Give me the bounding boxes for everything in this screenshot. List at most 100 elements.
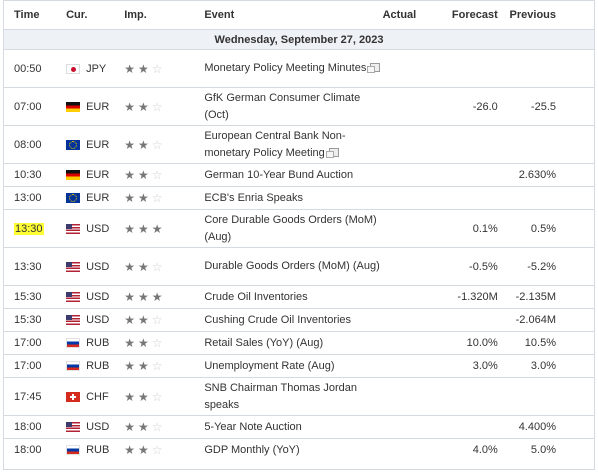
event-time: 08:00 (14, 138, 42, 151)
header-previous[interactable]: Previous (497, 1, 594, 30)
currency-code: USD (86, 291, 110, 303)
event-name[interactable]: 5-Year Note Auction (204, 420, 302, 433)
header-event[interactable]: Event (204, 1, 383, 30)
event-name[interactable]: European Central Bank Non-monetary Polic… (204, 129, 346, 159)
event-name[interactable]: ECB's Enria Speaks (204, 191, 304, 204)
event-row[interactable]: 13:30 USD ★★★ Core Durable Goods Orders (Mo… (4, 209, 594, 248)
importance-cell: ★★☆ (124, 415, 205, 439)
russia-flag-icon (66, 445, 81, 456)
event-time-cell: 17:00 (4, 331, 67, 355)
event-name[interactable]: German 10-Year Bund Auction (204, 168, 354, 181)
previous-value (497, 377, 594, 416)
forecast-value: -0.5% (427, 247, 498, 286)
event-name[interactable]: Durable Goods Orders (MoM) (Aug) (204, 260, 380, 272)
importance-stars: ★★☆ (124, 260, 165, 274)
importance-stars: ★★☆ (124, 191, 165, 205)
importance-stars: ★★☆ (124, 420, 165, 434)
previous-value: 3.0% (497, 354, 594, 378)
currency-cell: USD (66, 415, 125, 439)
event-name[interactable]: Cushing Crude Oil Inventories (204, 313, 352, 326)
event-time: 07:00 (14, 100, 42, 113)
event-time: 17:00 (14, 337, 42, 349)
forecast-value (427, 415, 498, 439)
event-cell: Retail Sales (YoY) (Aug) (204, 331, 383, 355)
event-name[interactable]: Monetary Policy Meeting Minutes (204, 62, 367, 74)
star-filled-icon: ★ (137, 389, 152, 404)
event-time: 13:30 (14, 222, 44, 235)
importance-cell: ★★☆ (124, 247, 205, 286)
header-forecast[interactable]: Forecast (427, 1, 498, 30)
importance-stars: ★★☆ (124, 62, 165, 76)
event-row[interactable]: 08:00 EUR ★★☆ European Central Bank Non-mon… (4, 125, 594, 164)
eu-flag-icon (66, 139, 81, 150)
event-time-cell: 17:00 (4, 354, 67, 378)
event-cell: German 10-Year Bund Auction (204, 163, 383, 187)
header-currency[interactable]: Cur. (66, 1, 125, 30)
star-filled-icon: ★ (124, 191, 138, 205)
event-name[interactable]: GDP Monthly (YoY) (204, 443, 300, 456)
currency-wrap: JPY (66, 63, 124, 75)
forecast-value (427, 163, 498, 187)
importance-stars: ★★☆ (124, 313, 165, 327)
event-time: 13:00 (14, 192, 42, 204)
currency-cell: RUB (66, 331, 125, 355)
eu-flag-icon (66, 193, 81, 203)
event-row[interactable]: 13:30 USD ★★☆ Durable Goods Orders (MoM) (A… (4, 247, 594, 286)
header-actual[interactable]: Actual (382, 1, 428, 30)
event-time-cell: 18:00 (4, 438, 67, 462)
event-row[interactable]: 07:00 EUR ★★☆ GfK German Consumer Climate (… (4, 87, 594, 126)
event-name[interactable]: Retail Sales (YoY) (Aug) (204, 336, 324, 349)
star-empty-icon: ☆ (151, 389, 166, 404)
event-row[interactable]: 17:00 RUB ★★☆ Unemployment Rate (Aug) 3.0% 3.… (4, 354, 594, 378)
document-icon[interactable] (367, 63, 381, 73)
event-row[interactable]: 18:00 RUB ★★☆ GDP Monthly (YoY) 4.0% 5.0% (4, 438, 594, 462)
currency-code: JPY (86, 62, 107, 75)
header-importance[interactable]: Imp. (124, 1, 205, 30)
forecast-value: 3.0% (427, 354, 498, 378)
event-cell: ECB's Enria Speaks (204, 186, 383, 210)
event-row[interactable]: 17:00 RUB ★★☆ Retail Sales (YoY) (Aug) 10.0%… (4, 331, 594, 355)
event-time: 15:30 (14, 314, 42, 326)
header-time[interactable]: Time (4, 1, 67, 30)
event-name[interactable]: GfK German Consumer Climate (Oct) (204, 91, 361, 121)
importance-cell: ★★☆ (124, 377, 205, 416)
currency-code: CHF (86, 390, 109, 403)
currency-code: RUB (86, 360, 110, 372)
event-row[interactable]: 00:50 JPY ★★☆ Monetary Policy Meeting Minut… (4, 49, 594, 88)
event-row[interactable]: 15:30 USD ★★☆ Cushing Crude Oil Inventories… (4, 308, 594, 332)
star-empty-icon: ☆ (151, 99, 166, 114)
event-cell: Cushing Crude Oil Inventories (204, 308, 383, 332)
actual-value (382, 331, 428, 355)
star-filled-icon: ★ (124, 137, 138, 152)
event-row[interactable]: 13:00 EUR ★★☆ ECB's Enria Speaks (4, 186, 594, 210)
importance-cell: ★★☆ (124, 87, 205, 126)
event-row[interactable]: 15:30 USD ★★★ Crude Oil Inventories -1.320M -… (4, 285, 594, 309)
star-filled-icon: ★ (137, 221, 152, 236)
event-name[interactable]: SNB Chairman Thomas Jordan speaks (204, 381, 357, 411)
star-filled-icon: ★ (124, 61, 138, 76)
event-name[interactable]: Unemployment Rate (Aug) (204, 359, 335, 372)
germany-flag-icon (66, 101, 81, 112)
currency-wrap: USD (66, 291, 124, 303)
currency-wrap: EUR (66, 139, 124, 151)
event-time-cell: 07:00 (4, 87, 67, 126)
forecast-value (427, 308, 498, 332)
document-icon[interactable] (325, 147, 339, 158)
actual-value (382, 247, 428, 286)
event-row[interactable]: 17:45 CHF ★★☆ SNB Chairman Thomas Jordan sp… (4, 377, 594, 416)
event-name[interactable]: Crude Oil Inventories (204, 290, 308, 303)
currency-wrap: USD (66, 261, 124, 273)
event-time: 15:30 (14, 291, 42, 303)
event-row[interactable]: 10:30 EUR ★★☆ German 10-Year Bund Auction 2.… (4, 163, 594, 187)
us-flag-icon (66, 223, 81, 234)
event-row[interactable]: 18:00 USD ★★☆ 5-Year Note Auction 4.400% (4, 415, 594, 439)
star-filled-icon: ★ (124, 359, 138, 373)
event-time-cell: 15:30 (4, 285, 67, 309)
event-cell: GfK German Consumer Climate (Oct) (204, 87, 383, 126)
currency-cell: USD (66, 308, 125, 332)
star-filled-icon: ★ (124, 99, 138, 114)
importance-stars: ★★☆ (124, 359, 165, 373)
event-name[interactable]: Core Durable Goods Orders (MoM) (Aug) (204, 213, 377, 243)
currency-cell: USD (66, 209, 125, 248)
economic-calendar: Time Cur. Imp. Event Actual Forecast Pre… (3, 0, 595, 470)
